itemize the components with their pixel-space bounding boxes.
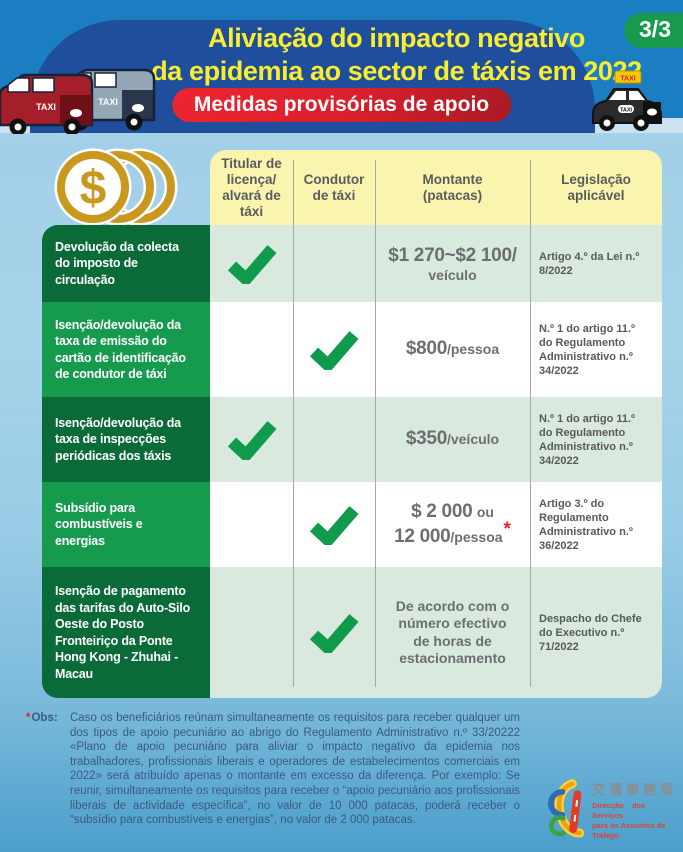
- subtitle-pill: Medidas provisórias de apoio: [171, 88, 512, 122]
- footnote-asterisk: *: [26, 712, 31, 724]
- check-icon: [227, 244, 277, 284]
- titular-cell: [210, 225, 293, 302]
- column-divider: [530, 160, 531, 687]
- svg-text:TAXI: TAXI: [620, 76, 635, 83]
- support-measures-table: Titular de licença/ alvará de táxi Condu…: [42, 150, 662, 698]
- dsat-logo-text: 交通事務局 Direcção dos Serviços para os Assu…: [592, 779, 683, 842]
- amount-unit: veículo: [428, 266, 477, 283]
- taxi-vans-icon: TAXI TAXI TAXI TAXI: [0, 68, 156, 134]
- row-label: Isenção de pagamento das tarifas do Auto…: [42, 567, 210, 698]
- row-label: Isenção/devolução da taxa de inspecções …: [42, 397, 210, 482]
- amount-cell: $1 270~$2 100/ veículo: [375, 225, 530, 302]
- dsat-logo: 交通事務局 Direcção dos Serviços para os Assu…: [541, 772, 683, 848]
- condutor-cell: [293, 225, 375, 302]
- check-icon: [309, 505, 359, 545]
- condutor-cell: [293, 397, 375, 482]
- legislation-cell: Artigo 3.º do Regulamento Administrativo…: [539, 497, 633, 552]
- legislation-cell: Artigo 4.º da Lei n.º 8/2022: [539, 250, 640, 277]
- footnote-label: *Obs:: [26, 711, 70, 828]
- legislation-cell: Despacho do Chefe do Executivo n.º 71/20…: [539, 612, 642, 653]
- col-header-montante: Montante (patacas): [422, 171, 483, 203]
- logo-cn-title: 交通事務局: [592, 781, 678, 797]
- table-row: De acordo com o número efectivo de horas…: [210, 567, 662, 698]
- row-label: Devolução da colecta do imposto de circu…: [42, 225, 210, 302]
- amount-value: $1 270~$2 100/: [388, 244, 517, 266]
- col-header-condutor: Condutor de táxi: [303, 171, 365, 203]
- table-row: $350/veículo N.º 1 do artigo 11.º do Reg…: [210, 397, 662, 482]
- footnote-asterisk: *: [503, 518, 511, 540]
- column-divider: [293, 160, 294, 687]
- amount-value: $800: [405, 338, 447, 359]
- svg-text:$: $: [80, 162, 107, 215]
- titular-cell: [210, 397, 293, 482]
- titular-cell: [210, 482, 293, 567]
- svg-text:TAXI: TAXI: [36, 102, 56, 112]
- footnote-obs-label: Obs:: [31, 712, 58, 724]
- col-header-legislacao: Legislação aplicável: [561, 171, 631, 203]
- table-header-row: Titular de licença/ alvará de táxi Condu…: [210, 150, 662, 225]
- red-taxi-van-icon: TAXI TAXI: [0, 73, 94, 134]
- logo-pt-line2: para os Assuntos de Tráfego: [592, 821, 666, 841]
- header-banner: Aliviação do impacto negativo da epidemi…: [0, 0, 683, 134]
- black-taxi-icon: TAXI TAXI: [592, 70, 662, 131]
- amount-cell: $ 2 000 ou 12 000/pessoa*: [375, 482, 530, 567]
- condutor-cell: [293, 567, 375, 698]
- legislation-cell: N.º 1 do artigo 11.º do Regulamento Admi…: [539, 322, 636, 377]
- svg-text:TAXI: TAXI: [620, 108, 633, 114]
- titular-cell: [210, 302, 293, 397]
- check-icon: [309, 613, 359, 653]
- row-label: Subsídio para combustíveis e energias: [42, 482, 210, 567]
- amount-cell: $800/pessoa: [375, 302, 530, 397]
- amount-value: 12 000: [394, 525, 451, 547]
- page-title-line2: da epidemia ao sector de táxis em 2022: [151, 56, 642, 86]
- column-divider: [375, 160, 376, 687]
- logo-pt-title: Direcção dos Serviços para os Assuntos d…: [592, 801, 683, 842]
- page-title: Aliviação do impacto negativo da epidemi…: [128, 22, 665, 88]
- condutor-cell: [293, 302, 375, 397]
- row-label: Isenção/devolução da taxa de emissão do …: [42, 302, 210, 397]
- money-coins-icon: $: [54, 148, 178, 226]
- amount-unit: /pessoa: [450, 528, 503, 545]
- amount-value: $350: [405, 428, 447, 449]
- footnote-text: Caso os beneficiários reúnam simultaneam…: [70, 712, 520, 827]
- amount-value: $ 2 000: [411, 500, 473, 522]
- check-icon: [227, 420, 277, 460]
- table-row: $1 270~$2 100/ veículo Artigo 4.º da Lei…: [210, 225, 662, 302]
- footnote: *Obs: Caso os beneficiários reúnam simul…: [26, 711, 520, 828]
- table-row: $ 2 000 ou 12 000/pessoa* Artigo 3.º do …: [210, 482, 662, 567]
- condutor-cell: [293, 482, 375, 567]
- svg-text:TAXI: TAXI: [98, 97, 118, 107]
- col-header-titular: Titular de licença/ alvará de táxi: [221, 155, 282, 219]
- check-icon: [309, 330, 359, 370]
- titular-cell: [210, 567, 293, 698]
- legislation-cell: N.º 1 do artigo 11.º do Regulamento Admi…: [539, 412, 636, 467]
- logo-pt-line1: Direcção dos Serviços: [592, 800, 646, 820]
- page-number-badge: 3/3: [624, 13, 683, 48]
- amount-cell: $350/veículo: [375, 397, 530, 482]
- table-body: $1 270~$2 100/ veículo Artigo 4.º da Lei…: [210, 225, 662, 698]
- dsat-logo-icon: [548, 779, 585, 838]
- amount-unit: /pessoa: [446, 341, 500, 357]
- table-row: $800/pessoa N.º 1 do artigo 11.º do Regu…: [210, 302, 662, 397]
- page-title-line1: Aliviação do impacto negativo: [208, 23, 585, 53]
- row-label-column: Devolução da colecta do imposto de circu…: [42, 225, 210, 698]
- amount-unit: /veículo: [446, 431, 500, 447]
- amount-cell: De acordo com o número efectivo de horas…: [375, 567, 530, 698]
- amount-text: De acordo com o número efectivo de horas…: [395, 597, 510, 667]
- amount-conjunction: ou: [476, 503, 494, 520]
